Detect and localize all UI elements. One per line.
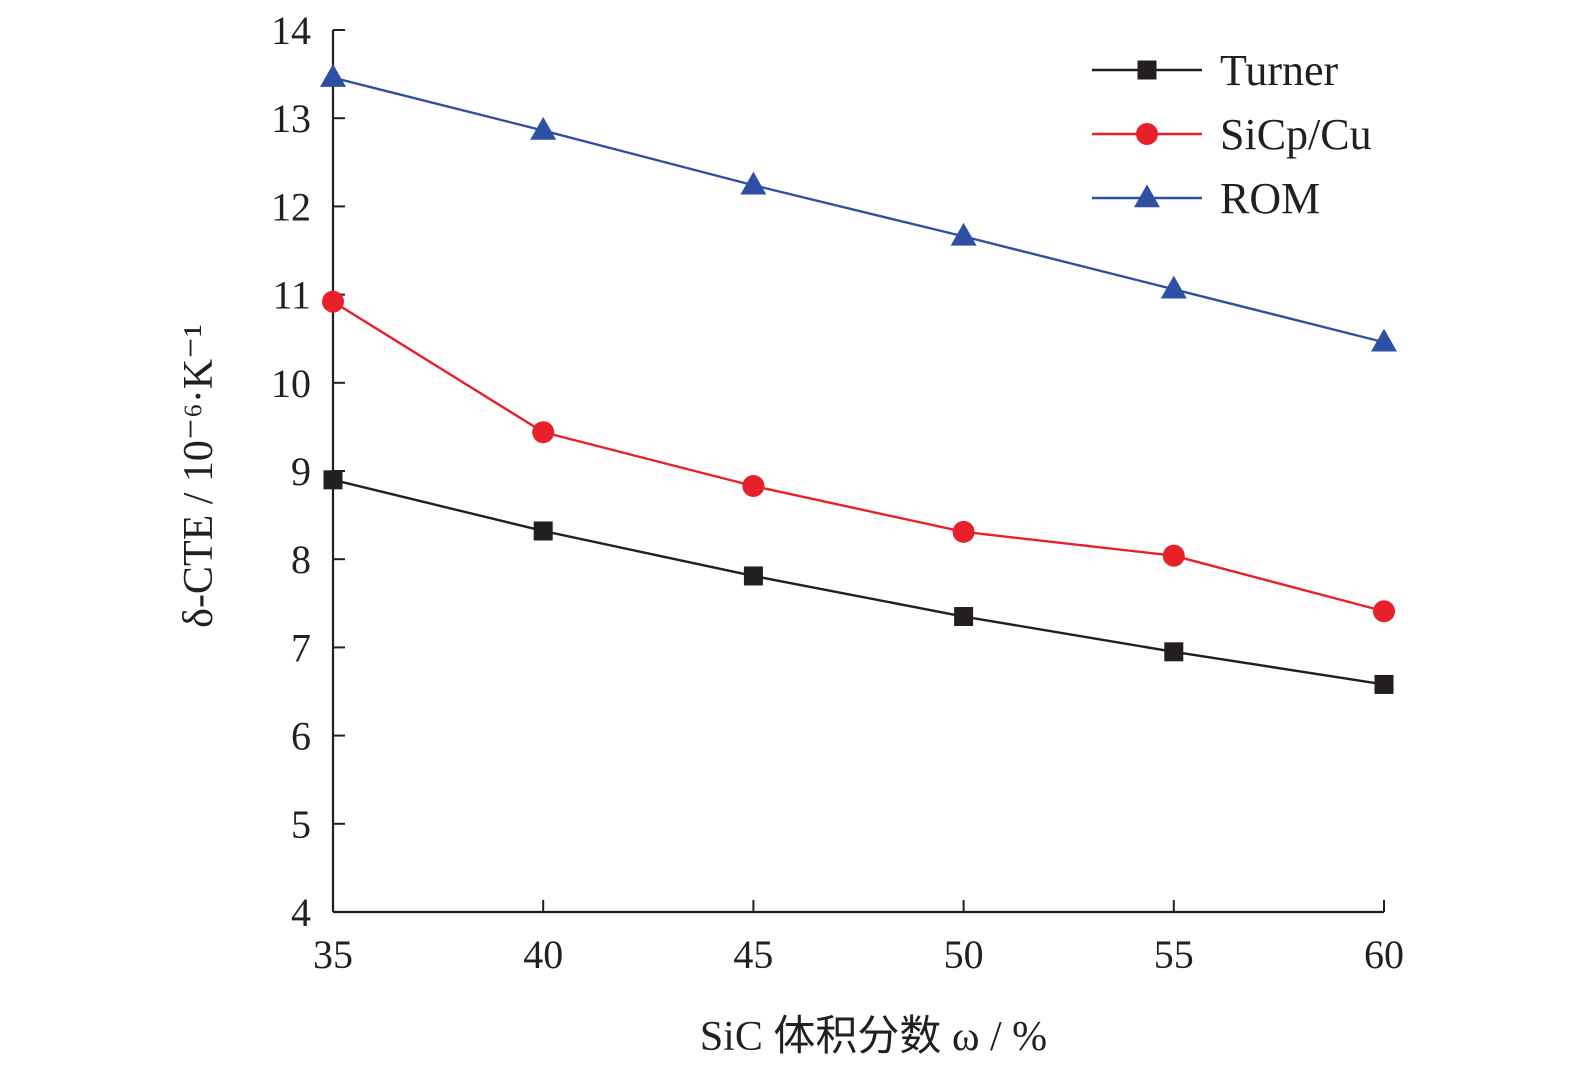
x-tick-label: 50 xyxy=(944,932,984,977)
data-point-turner xyxy=(1374,674,1394,694)
y-tick-label: 12 xyxy=(271,184,311,229)
y-tick-label: 7 xyxy=(291,625,311,670)
series-rom xyxy=(320,63,1397,352)
series-sicp-cu xyxy=(322,290,1395,623)
data-point-turner xyxy=(323,470,343,490)
y-tick-label: 9 xyxy=(291,449,311,494)
x-tick-label: 55 xyxy=(1154,932,1194,977)
legend-marker xyxy=(1137,60,1157,80)
data-point-turner xyxy=(533,521,553,541)
data-point-sicp-cu xyxy=(742,474,765,497)
x-tick-label: 40 xyxy=(523,932,563,977)
y-tick-label: 14 xyxy=(271,8,311,53)
data-point-turner xyxy=(1164,642,1184,662)
series-line-rom xyxy=(332,76,1385,344)
data-point-sicp-cu xyxy=(322,290,344,313)
x-tick-label: 60 xyxy=(1364,932,1404,977)
data-point-rom xyxy=(950,222,977,246)
y-tick-label: 13 xyxy=(271,96,311,141)
data-point-rom xyxy=(740,171,767,195)
data-point-rom xyxy=(1160,275,1187,299)
y-tick-label: 10 xyxy=(271,361,311,406)
data-point-sicp-cu xyxy=(1373,600,1395,623)
legend-label: ROM xyxy=(1220,174,1320,223)
series-line-sicp-cu xyxy=(332,300,1385,613)
legend-item-rom: ROM xyxy=(1092,174,1320,223)
y-tick-label: 4 xyxy=(291,890,311,935)
legend-marker xyxy=(1136,123,1158,145)
data-point-sicp-cu xyxy=(532,421,555,444)
data-point-sicp-cu xyxy=(1162,544,1185,567)
legend-item-sicp-cu: SiCp/Cu xyxy=(1092,110,1372,159)
data-point-rom xyxy=(1371,328,1397,352)
legend-marker xyxy=(1134,184,1160,208)
x-tick-label: 45 xyxy=(733,932,773,977)
series-layer xyxy=(320,63,1397,694)
legend: Turner SiCp/Cu ROM xyxy=(1092,46,1372,223)
y-tick-label: 11 xyxy=(272,273,311,318)
legend-label: Turner xyxy=(1220,46,1339,95)
legend-item-turner: Turner xyxy=(1092,46,1339,95)
legend-label: SiCp/Cu xyxy=(1220,110,1372,159)
data-point-turner xyxy=(743,566,763,586)
x-axis-title: SiC 体积分数 ω / % xyxy=(700,1014,1047,1060)
data-point-turner xyxy=(954,607,974,627)
y-tick-label: 5 xyxy=(291,802,311,847)
x-tick-label: 35 xyxy=(313,932,353,977)
series-turner xyxy=(323,470,1394,694)
data-point-rom xyxy=(320,63,346,87)
y-axis-title: δ-CTE / 10⁻⁶·K⁻¹ xyxy=(176,324,222,628)
y-tick-label: 8 xyxy=(291,537,311,582)
y-tick-label: 6 xyxy=(291,714,311,759)
series-line-turner xyxy=(332,478,1385,686)
data-point-rom xyxy=(530,116,557,140)
data-point-sicp-cu xyxy=(952,520,975,543)
